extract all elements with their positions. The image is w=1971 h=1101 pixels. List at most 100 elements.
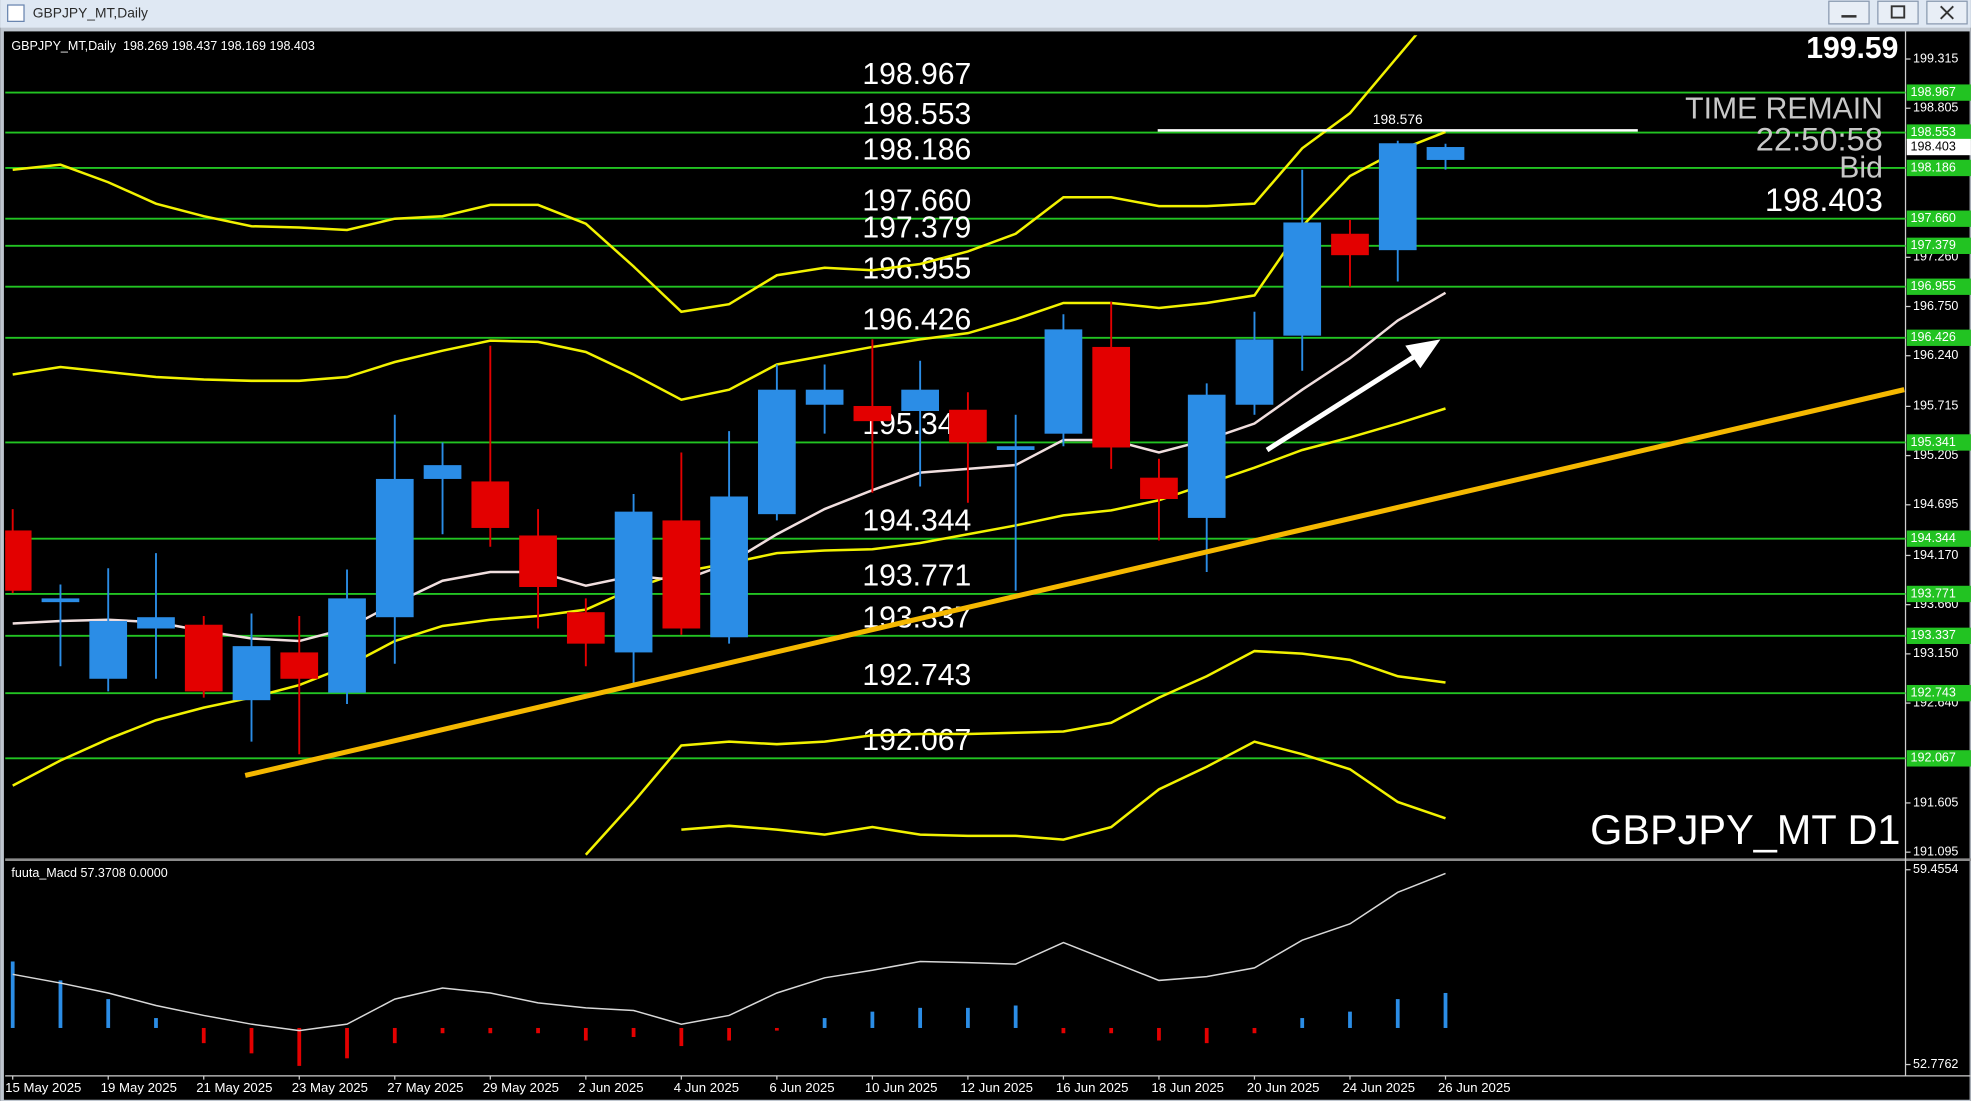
histogram-bar bbox=[966, 1007, 970, 1028]
histogram-bar bbox=[727, 1027, 731, 1041]
level-label: 198.186 bbox=[862, 134, 971, 167]
candle-body bbox=[375, 478, 414, 618]
window-icon bbox=[7, 4, 25, 22]
histogram-bar bbox=[345, 1027, 349, 1059]
level-label: 197.379 bbox=[862, 211, 971, 244]
level-axis-label: 198.186 bbox=[1911, 160, 1956, 174]
minimize-button[interactable] bbox=[1828, 0, 1870, 25]
bid-label: Bid bbox=[1839, 152, 1883, 185]
macd-line bbox=[12, 872, 1446, 1032]
y-tick-label: 198.805 bbox=[1913, 101, 1958, 115]
plot-area: 198.967198.553198.186197.660197.379196.9… bbox=[5, 35, 1906, 856]
histogram-bar bbox=[583, 1027, 588, 1041]
histogram-bar bbox=[10, 961, 15, 1028]
level-axis-label: 195.341 bbox=[1911, 435, 1956, 449]
indicator-line bbox=[681, 740, 1446, 841]
indicator-line bbox=[584, 649, 1446, 856]
level-axis-label: 193.771 bbox=[1911, 586, 1956, 600]
candle-body bbox=[566, 612, 605, 644]
y-tick-label: 52.7762 bbox=[1913, 1057, 1958, 1071]
y-tick-label: 196.240 bbox=[1913, 348, 1958, 362]
maximize-icon bbox=[1890, 5, 1906, 19]
symbol-label: GBPJPY_MT D1 bbox=[1590, 806, 1900, 853]
histogram-bar bbox=[1348, 1011, 1352, 1028]
histogram-bar bbox=[1157, 1027, 1161, 1041]
chart-background bbox=[3, 31, 1970, 1100]
current-price-box bbox=[1906, 138, 1971, 156]
candle-body bbox=[184, 624, 223, 692]
window-title: GBPJPY_MT,Daily bbox=[33, 4, 148, 20]
candle-body bbox=[137, 617, 175, 629]
maximize-button[interactable] bbox=[1877, 0, 1919, 25]
level-axis-label: 192.067 bbox=[1911, 751, 1956, 765]
candle-body bbox=[662, 520, 701, 629]
candle-body bbox=[232, 646, 271, 701]
histogram-bar bbox=[106, 999, 111, 1028]
arrow-shaft bbox=[1265, 352, 1420, 453]
y-tick-label: 195.715 bbox=[1913, 399, 1958, 413]
y-tick-label: 195.205 bbox=[1913, 448, 1958, 462]
histogram-bar bbox=[488, 1027, 493, 1034]
histogram-bar bbox=[1252, 1027, 1257, 1034]
x-tick-label: 6 Jun 2025 bbox=[769, 1080, 834, 1095]
histogram-bar bbox=[1013, 1005, 1018, 1028]
level-label: 194.344 bbox=[862, 504, 971, 537]
x-tick-label: 12 Jun 2025 bbox=[960, 1080, 1033, 1095]
candle-body bbox=[1140, 477, 1178, 500]
x-tick-label: 26 Jun 2025 bbox=[1438, 1080, 1511, 1095]
candle-body bbox=[41, 598, 80, 603]
level-axis-label: 197.660 bbox=[1911, 211, 1956, 225]
top-price: 199.59 bbox=[1806, 32, 1898, 65]
candle-body bbox=[805, 389, 844, 405]
histogram-bar bbox=[154, 1018, 158, 1028]
timer-title: TIME REMAIN bbox=[1685, 93, 1883, 126]
y-tick-label: 196.750 bbox=[1913, 299, 1958, 313]
level-axis-box bbox=[1906, 585, 1971, 603]
histogram-bar bbox=[297, 1027, 302, 1066]
indicator-line bbox=[12, 130, 1446, 402]
candle-body bbox=[1187, 394, 1226, 518]
trend-line bbox=[244, 387, 1905, 778]
current-price-label: 198.403 bbox=[1911, 139, 1956, 153]
x-tick-label: 10 Jun 2025 bbox=[865, 1080, 938, 1095]
level-axis-label: 194.344 bbox=[1911, 531, 1956, 545]
candle-body bbox=[901, 389, 939, 412]
candle-body bbox=[471, 481, 510, 528]
close-icon bbox=[1940, 5, 1954, 20]
level-label: 198.553 bbox=[862, 98, 971, 131]
level-label: 192.067 bbox=[862, 724, 971, 757]
candle-body bbox=[1331, 233, 1369, 256]
level-axis-label: 198.967 bbox=[1911, 85, 1956, 99]
level-axis-box bbox=[1906, 159, 1971, 177]
high-marker-label: 198.576 bbox=[1373, 111, 1423, 127]
level-axis-box bbox=[1906, 434, 1971, 451]
histogram-bar bbox=[774, 1027, 779, 1031]
histogram-bar bbox=[1204, 1027, 1209, 1044]
histogram-bar bbox=[201, 1027, 206, 1044]
candle-body bbox=[949, 409, 987, 443]
level-axis-label: 198.553 bbox=[1911, 125, 1956, 139]
candle-body bbox=[519, 535, 557, 588]
x-tick-label: 2 Jun 2025 bbox=[578, 1080, 643, 1095]
level-axis-box bbox=[1906, 237, 1971, 254]
macd-title: fuuta_Macd 57.3708 0.0000 bbox=[11, 866, 167, 880]
level-axis-box bbox=[1906, 278, 1971, 295]
level-label: 193.771 bbox=[862, 560, 971, 593]
y-tick-label: 199.315 bbox=[1913, 51, 1958, 65]
x-tick-label: 19 May 2025 bbox=[101, 1080, 177, 1095]
date-axis: 15 May 2025 19 May 2025 21 May 2025 23 May … bbox=[5, 1075, 1511, 1095]
histogram-bar bbox=[1061, 1027, 1066, 1034]
timer-value: 22:50:58 bbox=[1756, 121, 1883, 158]
candle-body bbox=[1426, 147, 1465, 160]
histogram-bar bbox=[1395, 999, 1400, 1028]
main-decor bbox=[244, 339, 1905, 778]
macd-panel: 59.4554 52.7762 fuuta_Macd 57.3708 0.0000 bbox=[10, 862, 1958, 1071]
level-label: 198.967 bbox=[862, 58, 971, 91]
level-axis-label: 193.337 bbox=[1911, 628, 1956, 642]
macd-plot bbox=[10, 872, 1448, 1066]
candle-body bbox=[5, 530, 32, 591]
title-bar bbox=[0, 0, 1971, 28]
x-tick-label: 18 Jun 2025 bbox=[1151, 1080, 1224, 1095]
level-axis-box bbox=[1906, 684, 1971, 702]
